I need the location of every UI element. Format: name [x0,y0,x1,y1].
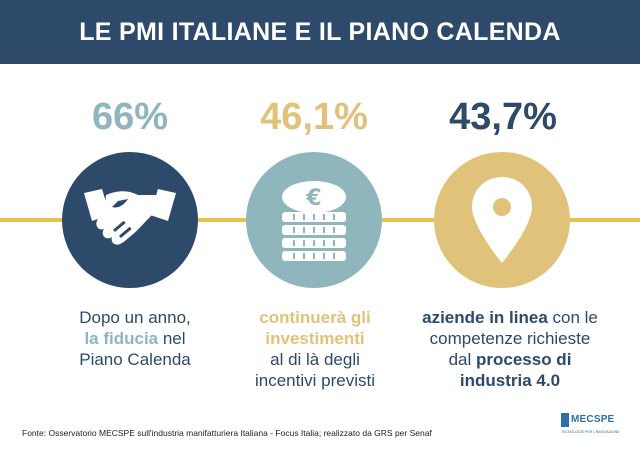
source-footnote: Fonte: Osservatorio MECSPE sull'industri… [22,428,432,438]
handshake-icon [84,189,176,245]
description-trust: Dopo un anno, la fiducia nel Piano Calen… [30,307,240,370]
description-investments: continuerà gli investimenti al di là deg… [210,307,420,391]
logo-text: MECSPE [571,414,615,425]
bold-text: processo di [476,350,572,369]
divider-line [570,218,640,222]
desc-text: con le [547,308,598,327]
desc-line: Dopo un anno, [79,308,191,327]
desc-line: competenze richieste [429,329,591,348]
coins-circle: € [246,152,382,288]
desc-line: aziende in linea con le [400,307,620,328]
desc-line: la fiducia nel [30,328,240,349]
divider-line [0,218,62,222]
handshake-circle [62,152,198,288]
desc-line: industria 4.0 [400,370,620,391]
euro-coins-icon: € [282,181,346,261]
desc-text: nel [158,329,186,348]
bold-text: aziende in linea [422,308,548,327]
highlight-text: continuerà gli [259,308,371,327]
logo-subtitle: TECNOLOGIE PER L'INNOVAZIONE [561,430,620,434]
divider-line [198,218,246,222]
stat-trust: 66% [91,96,169,138]
highlight-text: la fiducia [84,329,159,348]
desc-line: Piano Calenda [79,350,191,369]
desc-text: dal [448,350,476,369]
logo-mark [561,413,569,427]
divider-line [382,218,434,222]
highlight-text: investimenti [265,329,365,348]
location-pin-icon [472,177,532,263]
desc-line: al di là degli [270,350,360,369]
svg-text:€: € [305,186,321,211]
desc-line: incentivi previsti [255,371,375,390]
description-companies: aziende in linea con le competenze richi… [400,307,620,391]
page-title: LE PMI ITALIANE E IL PIANO CALENDA [0,0,640,64]
mecspe-logo: MECSPE TECNOLOGIE PER L'INNOVAZIONE [561,413,621,441]
stat-investments: 46,1% [260,96,368,138]
desc-line: dal processo di [400,349,620,370]
stat-companies: 43,7% [449,96,557,138]
bold-text: industria 4.0 [459,371,561,390]
pin-circle [434,152,570,288]
